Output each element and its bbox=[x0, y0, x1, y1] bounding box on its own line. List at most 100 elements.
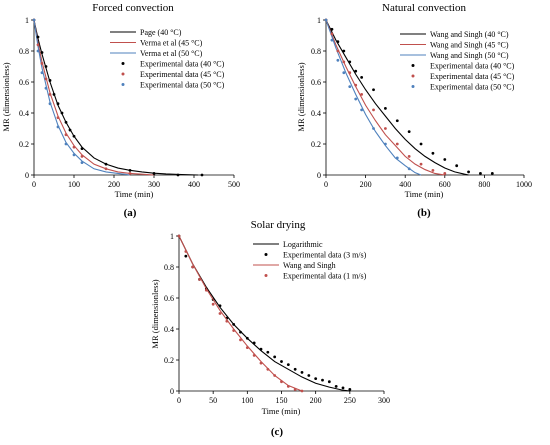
data-point bbox=[286, 384, 290, 388]
legend-label: Verma et al (45 °C) bbox=[140, 39, 203, 48]
legend-swatch-marker bbox=[121, 62, 125, 65]
data-point bbox=[64, 142, 68, 146]
data-point bbox=[327, 380, 331, 384]
x-tick-label: 150 bbox=[276, 396, 288, 405]
x-axis-label: Time (min) bbox=[405, 189, 444, 199]
legend-swatch-marker bbox=[411, 85, 415, 88]
data-point bbox=[293, 388, 297, 391]
data-point bbox=[330, 38, 334, 42]
series-line bbox=[33, 19, 131, 176]
panel-label: (b) bbox=[417, 207, 431, 219]
legend-label: Wang and Singh (45 °C) bbox=[430, 41, 509, 50]
data-point bbox=[336, 49, 340, 53]
chart-natural-convection: Natural convection MR (dimensionless) Ti… bbox=[296, 2, 532, 219]
y-tick-label: 1 bbox=[25, 16, 29, 25]
data-point bbox=[104, 167, 108, 171]
series-line bbox=[33, 19, 155, 176]
legend-swatch-marker bbox=[121, 72, 125, 76]
legend-label: Verma et al (50 °C) bbox=[140, 49, 203, 58]
data-point bbox=[128, 168, 132, 172]
data-point bbox=[467, 170, 470, 174]
y-axis-title: MR (dimensionless) bbox=[296, 62, 306, 131]
data-point bbox=[490, 172, 494, 175]
data-point bbox=[198, 278, 201, 281]
data-point bbox=[300, 371, 304, 374]
data-point bbox=[354, 97, 358, 101]
legend-label: Experimental data (40 °C) bbox=[140, 60, 225, 69]
data-point bbox=[36, 43, 40, 47]
x-tick-label: 400 bbox=[399, 180, 411, 189]
legend-swatch-marker bbox=[264, 274, 268, 277]
legend-swatch-marker bbox=[411, 64, 415, 67]
data-point bbox=[360, 75, 364, 79]
y-tick-label: 1 bbox=[317, 16, 321, 25]
y-tick-label: 0 bbox=[25, 171, 29, 180]
legend-label: Wang and Singh (50 °C) bbox=[430, 51, 509, 60]
legend-label: Experimental data (45 °C) bbox=[140, 70, 225, 79]
data-point bbox=[407, 130, 411, 134]
y-tick-label: 0.6 bbox=[164, 294, 174, 303]
series-line bbox=[325, 19, 445, 176]
data-point bbox=[239, 330, 242, 334]
data-point bbox=[330, 32, 334, 36]
data-point bbox=[455, 164, 459, 168]
data-point bbox=[348, 388, 352, 391]
data-point bbox=[336, 58, 340, 62]
data-point bbox=[443, 158, 447, 161]
legend-label: Wang and Singh bbox=[283, 261, 336, 270]
y-tick-label: 0.2 bbox=[19, 140, 29, 149]
data-point bbox=[80, 161, 84, 165]
y-axis-title: MR (dimensionless) bbox=[150, 279, 160, 348]
data-point bbox=[407, 167, 411, 171]
x-tick-label: 200 bbox=[310, 396, 322, 405]
data-point bbox=[245, 336, 249, 340]
data-point bbox=[252, 353, 256, 357]
x-axis-label: Time (min) bbox=[115, 189, 154, 199]
y-axis-label: MR (dimensionless) bbox=[150, 279, 160, 348]
data-point bbox=[330, 27, 334, 31]
chart-solar-drying: Solar drying MR (dimensionless) Time (mi… bbox=[150, 219, 390, 438]
data-point bbox=[372, 88, 375, 92]
data-point bbox=[44, 86, 48, 90]
y-axis-title: MR (dimensionless) bbox=[1, 62, 11, 131]
data-point bbox=[36, 49, 40, 53]
data-point bbox=[395, 156, 399, 160]
data-point bbox=[431, 168, 435, 172]
y-tick-label: 0 bbox=[170, 387, 174, 396]
data-point bbox=[40, 62, 44, 65]
data-point bbox=[191, 265, 195, 269]
data-point bbox=[72, 153, 76, 157]
data-point bbox=[152, 172, 156, 175]
data-point bbox=[40, 71, 44, 75]
data-point bbox=[280, 380, 283, 384]
legend-swatch-marker bbox=[121, 83, 125, 86]
data-point bbox=[360, 108, 364, 112]
data-point bbox=[286, 363, 290, 367]
legend-label: Experimental data (50 °C) bbox=[430, 83, 515, 92]
data-point bbox=[245, 346, 249, 349]
data-point bbox=[348, 71, 352, 75]
y-tick-label: 1 bbox=[170, 232, 174, 241]
data-point bbox=[341, 386, 345, 390]
data-point bbox=[232, 329, 236, 332]
data-point bbox=[48, 93, 52, 96]
data-point bbox=[252, 341, 256, 345]
legend-swatch-marker bbox=[411, 74, 415, 78]
legend-label: Experimental data (3 m/s) bbox=[283, 251, 367, 260]
data-point bbox=[407, 155, 411, 158]
data-point bbox=[348, 85, 352, 89]
data-point bbox=[431, 151, 435, 155]
data-point bbox=[64, 120, 68, 124]
data-point bbox=[336, 40, 340, 44]
y-tick-label: 0.6 bbox=[311, 78, 321, 87]
data-point bbox=[342, 71, 346, 75]
x-tick-label: 200 bbox=[360, 180, 372, 189]
data-point bbox=[60, 111, 64, 115]
y-axis-label: MR (dimensionless) bbox=[1, 62, 11, 131]
x-tick-label: 0 bbox=[32, 180, 36, 189]
data-point bbox=[334, 384, 338, 388]
y-tick-label: 0.2 bbox=[164, 356, 174, 365]
data-point bbox=[321, 378, 324, 382]
data-point bbox=[232, 322, 236, 326]
